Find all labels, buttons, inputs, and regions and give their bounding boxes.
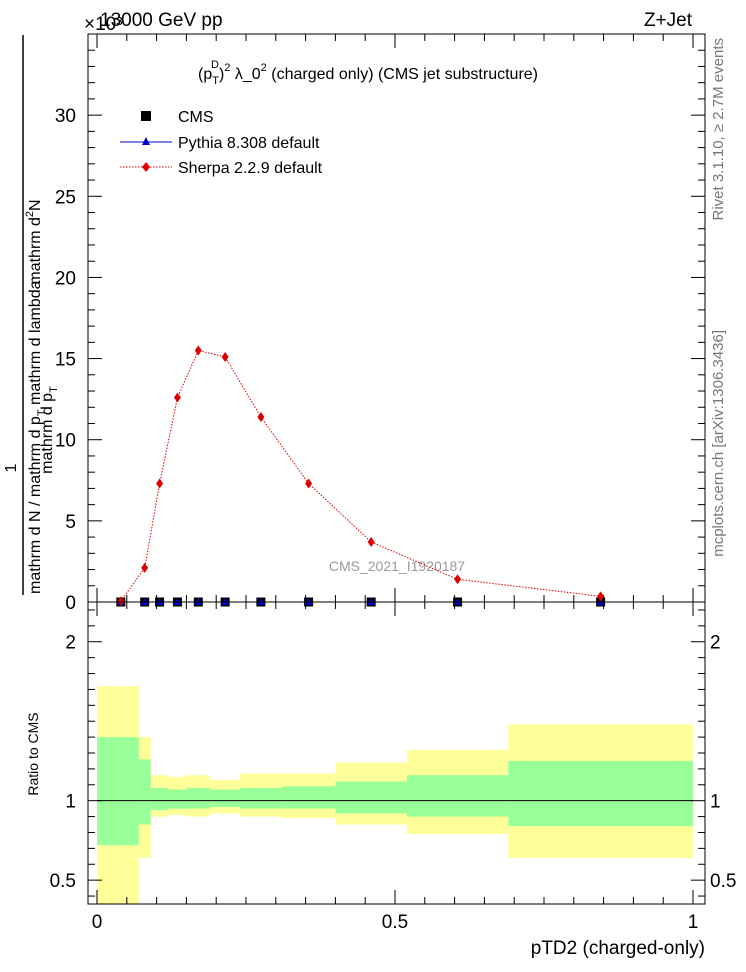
main-ytick-label: 20 bbox=[55, 268, 76, 289]
main-ytick-labels: 0 5 10 15 20 25 30 bbox=[55, 106, 76, 614]
ratio-inner-band bbox=[210, 789, 241, 808]
ratio-inner-band bbox=[240, 787, 282, 809]
x-tick-label: 0.5 bbox=[382, 912, 408, 933]
mcplots-label: mcplots.cern.ch [arXiv:1306.3436] bbox=[710, 330, 727, 557]
ratio-inner-band bbox=[281, 786, 336, 809]
title-sub1: T bbox=[212, 75, 219, 87]
watermark: CMS_2021_I1920187 bbox=[329, 558, 465, 574]
sherpa-point bbox=[597, 591, 605, 602]
ratio-inner-band bbox=[406, 775, 509, 817]
main-ylabel: 1 mathrm d N / mathrm d pT mathrm d lamb… bbox=[3, 35, 48, 595]
sherpa-point bbox=[257, 411, 265, 422]
legend-item-cms: CMS bbox=[141, 109, 214, 126]
legend-marker-pythia bbox=[142, 137, 150, 145]
ylabel-lead: 1 bbox=[3, 463, 20, 472]
sherpa-point bbox=[117, 596, 125, 607]
ratio-ytick-label-right: 1 bbox=[710, 792, 721, 813]
ratio-inner-band bbox=[186, 787, 211, 809]
legend-label-pythia: Pythia 8.308 default bbox=[178, 135, 320, 152]
ratio-ytick-label-right: 2 bbox=[710, 633, 721, 654]
ratio-inner-band bbox=[508, 760, 693, 827]
x-tick-label: 0 bbox=[92, 912, 103, 933]
legend-item-sherpa: Sherpa 2.2.9 default bbox=[120, 160, 323, 177]
ratio-ylabel: Ratio to CMS bbox=[25, 712, 41, 795]
ratio-inner-band bbox=[150, 787, 169, 811]
sherpa-point bbox=[221, 351, 229, 362]
legend-label-cms: CMS bbox=[178, 109, 214, 126]
title-mid: λ_0 bbox=[230, 66, 260, 83]
ratio-ytick-label-left: 2 bbox=[65, 633, 76, 654]
main-ytick-label: 5 bbox=[65, 512, 76, 533]
legend-marker-sherpa bbox=[142, 162, 150, 172]
legend-marker-cms bbox=[141, 111, 151, 121]
title-pre: (p bbox=[198, 66, 212, 83]
ratio-inner-band bbox=[335, 781, 407, 814]
rivet-label: Rivet 3.1.10, ≥ 2.7M events bbox=[710, 38, 727, 221]
header-right: Z+Jet bbox=[644, 10, 693, 31]
sherpa-point bbox=[305, 478, 313, 489]
sherpa-point bbox=[156, 478, 164, 489]
svg-text:(pT)2 λ_02 (charged only) (CMS: (pT)2 λ_02 (charged only) (CMS jet subst… bbox=[198, 62, 538, 87]
title-sup1: D bbox=[211, 59, 219, 71]
ratio-bands bbox=[97, 686, 693, 904]
main-ytick-label: 30 bbox=[55, 106, 76, 127]
sherpa-point bbox=[367, 536, 375, 547]
legend-item-pythia: Pythia 8.308 default bbox=[120, 135, 320, 152]
ratio-ytick-label-right: 0.5 bbox=[710, 871, 736, 892]
sherpa-point bbox=[173, 392, 181, 403]
title-sup3: 2 bbox=[261, 62, 267, 74]
main-ytick-label: 15 bbox=[55, 350, 76, 371]
ratio-inner-band bbox=[97, 737, 139, 846]
ylabel-denominator: mathrm d N / mathrm d pT mathrm d lambda bbox=[27, 280, 48, 594]
title-sup2: 2 bbox=[224, 62, 230, 74]
legend-label-sherpa: Sherpa 2.2.9 default bbox=[178, 160, 323, 177]
main-ytick-label: 10 bbox=[55, 431, 76, 452]
title-post1: ) bbox=[219, 66, 224, 83]
sherpa-point bbox=[454, 574, 462, 585]
main-ytick-label: 25 bbox=[55, 187, 76, 208]
ratio-ticks bbox=[88, 602, 705, 904]
header-left: 13000 GeV pp bbox=[100, 10, 223, 31]
legend: CMS Pythia 8.308 default Sherpa 2.2.9 de… bbox=[120, 109, 323, 177]
x-axis-label: pTD2 (charged-only) bbox=[531, 938, 705, 959]
sherpa-line bbox=[120, 349, 601, 602]
ylabel-mid: mathrm d pT bbox=[39, 386, 60, 474]
ratio-ytick-label-left: 0.5 bbox=[50, 871, 76, 892]
ratio-inner-band bbox=[138, 759, 151, 825]
ratio-ytick-label-left: 1 bbox=[65, 792, 76, 813]
x-tick-labels: 0 0.5 1 bbox=[92, 912, 699, 933]
sherpa-point bbox=[194, 345, 202, 356]
main-ytick-label: 0 bbox=[65, 593, 76, 614]
exponent-marker: ×10³ bbox=[84, 14, 123, 35]
x-tick-label: 1 bbox=[688, 912, 699, 933]
main-title: (pT)2 λ_02 (charged only) (CMS jet subst… bbox=[198, 59, 538, 87]
title-tail: (charged only) (CMS jet substructure) bbox=[267, 66, 538, 83]
ratio-ytick-labels: 0.5 0.5 1 1 2 2 bbox=[50, 633, 737, 892]
sherpa-point bbox=[141, 562, 149, 573]
ylabel-numerator: mathrm d2N bbox=[24, 199, 44, 284]
ratio-inner-band bbox=[168, 789, 187, 809]
